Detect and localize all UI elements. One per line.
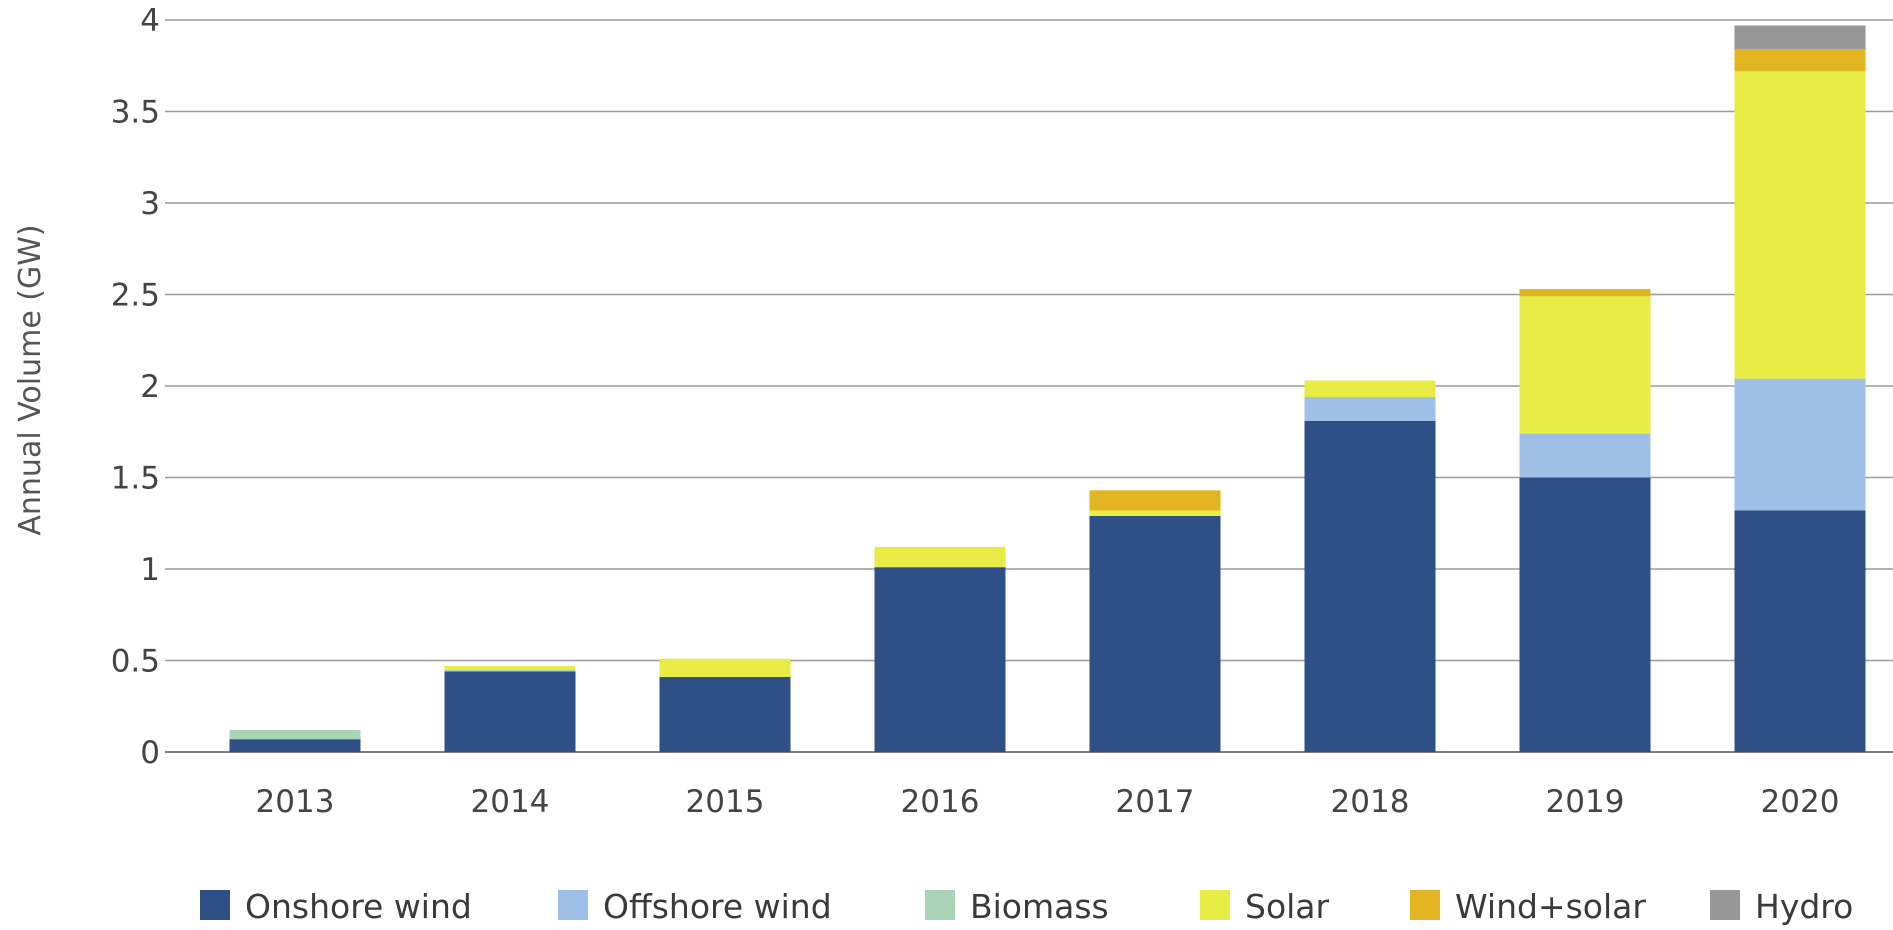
bar-segment-wind-solar-2020 xyxy=(1734,49,1866,72)
y-tick-label: 4 xyxy=(140,3,160,39)
y-tick-label: 3.5 xyxy=(111,95,160,131)
y-tick-label: 0.5 xyxy=(111,644,160,680)
y-tick-label: 3 xyxy=(140,186,160,222)
bar-segment-solar-2016 xyxy=(874,547,1006,568)
legend-swatch-hydro xyxy=(1710,890,1740,920)
x-tick-label: 2016 xyxy=(901,784,980,820)
bar-segment-solar-2015 xyxy=(659,658,791,677)
x-tick-label: 2019 xyxy=(1546,784,1625,820)
legend-swatch-biomass xyxy=(925,890,955,920)
bar-segment-solar-2020 xyxy=(1734,71,1866,379)
gridlines xyxy=(165,19,1893,753)
y-tick-label: 2 xyxy=(140,369,160,405)
bar-segment-onshore-wind-2014 xyxy=(444,671,576,752)
bar-segment-offshore-wind-2019 xyxy=(1519,433,1651,478)
bar-segment-onshore-wind-2017 xyxy=(1089,515,1221,752)
bar-segment-onshore-wind-2018 xyxy=(1304,420,1436,752)
legend-label: Hydro xyxy=(1755,887,1853,926)
legend-label: Biomass xyxy=(970,887,1109,926)
x-tick-label: 2018 xyxy=(1331,784,1410,820)
bar-segment-solar-2018 xyxy=(1304,380,1436,397)
bar-segment-wind-solar-2017 xyxy=(1089,490,1221,511)
bar-segment-biomass-2013 xyxy=(229,730,361,740)
bar-segment-onshore-wind-2013 xyxy=(229,739,361,752)
legend-swatch-offshore-wind xyxy=(558,890,588,920)
legend-label: Onshore wind xyxy=(245,887,472,926)
bar-segment-onshore-wind-2016 xyxy=(874,567,1006,752)
x-tick-label: 2020 xyxy=(1761,784,1840,820)
x-tick-label: 2015 xyxy=(686,784,765,820)
x-tick-label: 2014 xyxy=(471,784,550,820)
bars xyxy=(229,25,1866,752)
bar-segment-solar-2014 xyxy=(444,665,576,670)
bar-segment-hydro-2020 xyxy=(1734,25,1866,50)
x-tick-label: 2013 xyxy=(256,784,335,820)
y-tick-label: 1 xyxy=(140,552,160,588)
bar-segment-solar-2019 xyxy=(1519,296,1651,434)
y-axis-ticks: 0 0.5 1 1.5 2 2.5 3 3.5 4 xyxy=(111,3,160,771)
bar-segment-onshore-wind-2020 xyxy=(1734,510,1866,752)
y-tick-label: 1.5 xyxy=(111,461,160,497)
y-tick-label: 2.5 xyxy=(111,278,160,314)
legend-swatch-onshore-wind xyxy=(200,890,230,920)
bar-segment-wind-solar-2019 xyxy=(1519,289,1651,297)
bar-segment-biomass-2014 xyxy=(444,669,576,672)
x-axis-ticks: 2013 2014 2015 2016 2017 2018 2019 2020 xyxy=(256,784,1840,820)
bar-segment-onshore-wind-2019 xyxy=(1519,477,1651,752)
legend-swatch-wind-solar xyxy=(1410,890,1440,920)
legend-swatch-solar xyxy=(1200,890,1230,920)
legend: Onshore wind Offshore wind Biomass Solar Win… xyxy=(200,887,1853,926)
legend-label: Wind+solar xyxy=(1455,887,1646,926)
bar-segment-solar-2017 xyxy=(1089,510,1221,516)
x-tick-label: 2017 xyxy=(1116,784,1195,820)
bar-segment-onshore-wind-2015 xyxy=(659,676,791,752)
legend-label: Solar xyxy=(1245,887,1330,926)
legend-label: Offshore wind xyxy=(603,887,832,926)
bar-segment-offshore-wind-2018 xyxy=(1304,396,1436,421)
bar-segment-offshore-wind-2020 xyxy=(1734,378,1866,511)
y-tick-label: 0 xyxy=(140,735,160,771)
y-axis-label: Annual Volume (GW) xyxy=(13,224,48,535)
